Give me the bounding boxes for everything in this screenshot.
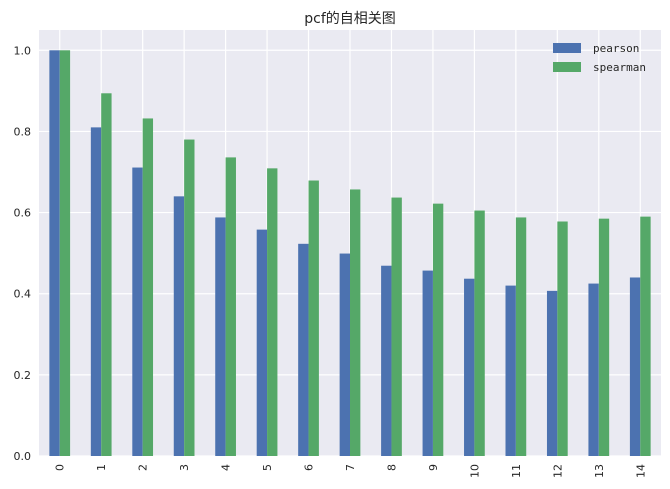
x-tick-label: 5 [261, 464, 274, 471]
x-tick-label: 4 [220, 464, 233, 471]
x-tick-label: 13 [593, 464, 606, 478]
bar-pearson-12 [546, 290, 558, 456]
x-tick-label: 1 [95, 464, 108, 471]
bar-pearson-8 [381, 265, 392, 456]
bar-spearman-7 [350, 189, 361, 456]
y-tick-label: 0.6 [14, 207, 32, 220]
y-tick-label: 1.0 [14, 44, 32, 57]
x-tick-label: 6 [303, 464, 316, 471]
x-tick-label: 10 [468, 464, 481, 478]
legend-label-spearman: spearman [593, 61, 646, 74]
bar-spearman-10 [474, 210, 485, 456]
bar-pearson-6 [298, 243, 309, 456]
bar-spearman-5 [267, 168, 278, 456]
bar-pearson-7 [339, 253, 350, 456]
bars [49, 50, 651, 457]
bar-pearson-14 [629, 277, 641, 456]
bar-pearson-11 [505, 285, 516, 456]
bar-pearson-0 [49, 50, 60, 457]
x-tick-label: 2 [137, 464, 150, 471]
bar-pearson-13 [588, 283, 599, 456]
bar-spearman-0 [59, 50, 71, 457]
y-tick-label: 0.2 [14, 369, 32, 382]
bar-pearson-2 [132, 167, 143, 456]
bar-spearman-12 [557, 221, 568, 456]
y-tick-label: 0.4 [14, 288, 32, 301]
bar-spearman-14 [640, 216, 651, 456]
x-tick-label: 7 [344, 464, 357, 471]
bar-pearson-4 [215, 217, 226, 456]
bar-spearman-11 [515, 217, 527, 456]
bar-spearman-9 [432, 203, 444, 456]
bar-spearman-1 [101, 93, 112, 456]
bar-pearson-5 [256, 229, 268, 456]
x-tick-label: 3 [178, 464, 191, 471]
x-tick-label: 8 [385, 464, 398, 471]
x-tick-label: 0 [54, 464, 67, 471]
y-tick-label: 0.0 [14, 450, 32, 463]
bar-pearson-9 [422, 270, 433, 456]
bar-spearman-2 [142, 118, 154, 457]
bar-spearman-4 [225, 157, 236, 456]
y-axis-ticks: 0.0 0.2 0.4 0.6 0.8 1.0 [14, 44, 32, 463]
legend-swatch-spearman [553, 62, 581, 72]
chart-title: pcf的自相关图 [304, 11, 396, 27]
bar-pearson-1 [90, 127, 102, 456]
x-tick-label: 14 [634, 464, 647, 478]
x-tick-label: 11 [510, 464, 523, 478]
bar-spearman-8 [391, 197, 402, 456]
x-tick-label: 9 [427, 464, 440, 471]
bar-spearman-6 [308, 180, 319, 456]
x-axis-ticks: 0 1 2 3 4 5 6 7 8 9 10 11 12 13 14 [54, 464, 648, 478]
y-tick-label: 0.8 [14, 125, 32, 138]
legend-swatch-pearson [553, 43, 581, 53]
legend: pearson spearman [553, 42, 646, 74]
x-tick-label: 12 [551, 464, 564, 478]
legend-label-pearson: pearson [593, 42, 639, 55]
bar-pearson-10 [464, 278, 475, 456]
bar-spearman-3 [184, 139, 195, 457]
bar-spearman-13 [598, 218, 610, 456]
bar-pearson-3 [173, 196, 185, 457]
